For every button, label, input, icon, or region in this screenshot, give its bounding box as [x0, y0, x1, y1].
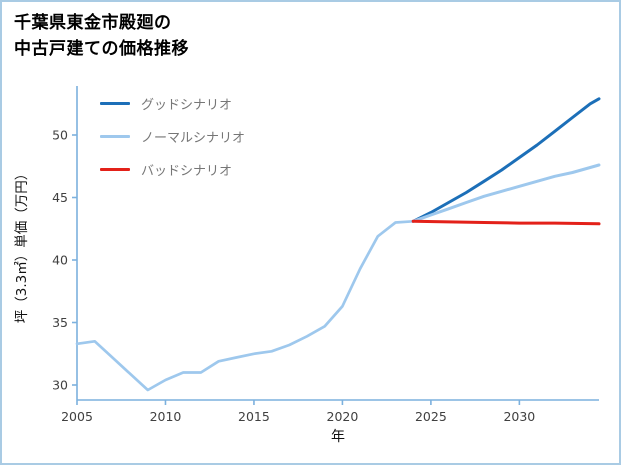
x-axis-label: 年	[331, 429, 345, 445]
legend-item: グッドシナリオ	[100, 94, 245, 113]
series-line	[411, 97, 601, 223]
y-axis-label: 坪（3.3㎡）単価（万円）	[14, 167, 30, 323]
chart-title-line2: 中古戸建ての価格推移	[14, 39, 189, 60]
x-tick-label: 2025	[415, 409, 447, 424]
x-tick-label: 2015	[238, 409, 270, 424]
legend-swatch	[100, 135, 130, 138]
chart-title-line1: 千葉県東金市殿廻の	[14, 13, 172, 33]
y-tick-label: 50	[52, 128, 68, 143]
y-tick-label: 40	[52, 253, 68, 268]
x-tick-label: 2005	[61, 409, 93, 424]
y-tick-label: 45	[52, 190, 68, 205]
y-tick-label: 30	[52, 378, 68, 393]
legend-item: ノーマルシナリオ	[100, 127, 245, 146]
legend-swatch	[100, 168, 130, 171]
series-line	[411, 219, 601, 226]
y-tick-label: 35	[52, 315, 68, 330]
series-line	[75, 219, 415, 392]
legend-item: バッドシナリオ	[100, 160, 245, 179]
chart-title: 千葉県東金市殿廻の 中古戸建ての価格推移	[14, 10, 189, 63]
x-tick-label: 2020	[327, 409, 359, 424]
legend: グッドシナリオ ノーマルシナリオ バッドシナリオ	[100, 94, 245, 179]
x-tick-label: 2010	[150, 409, 182, 424]
legend-label: バッドシナリオ	[141, 164, 233, 179]
legend-label: グッドシナリオ	[141, 98, 233, 113]
legend-label: ノーマルシナリオ	[141, 131, 246, 146]
legend-swatch	[100, 102, 130, 105]
series-line	[411, 163, 601, 223]
x-tick-label: 2030	[503, 409, 535, 424]
